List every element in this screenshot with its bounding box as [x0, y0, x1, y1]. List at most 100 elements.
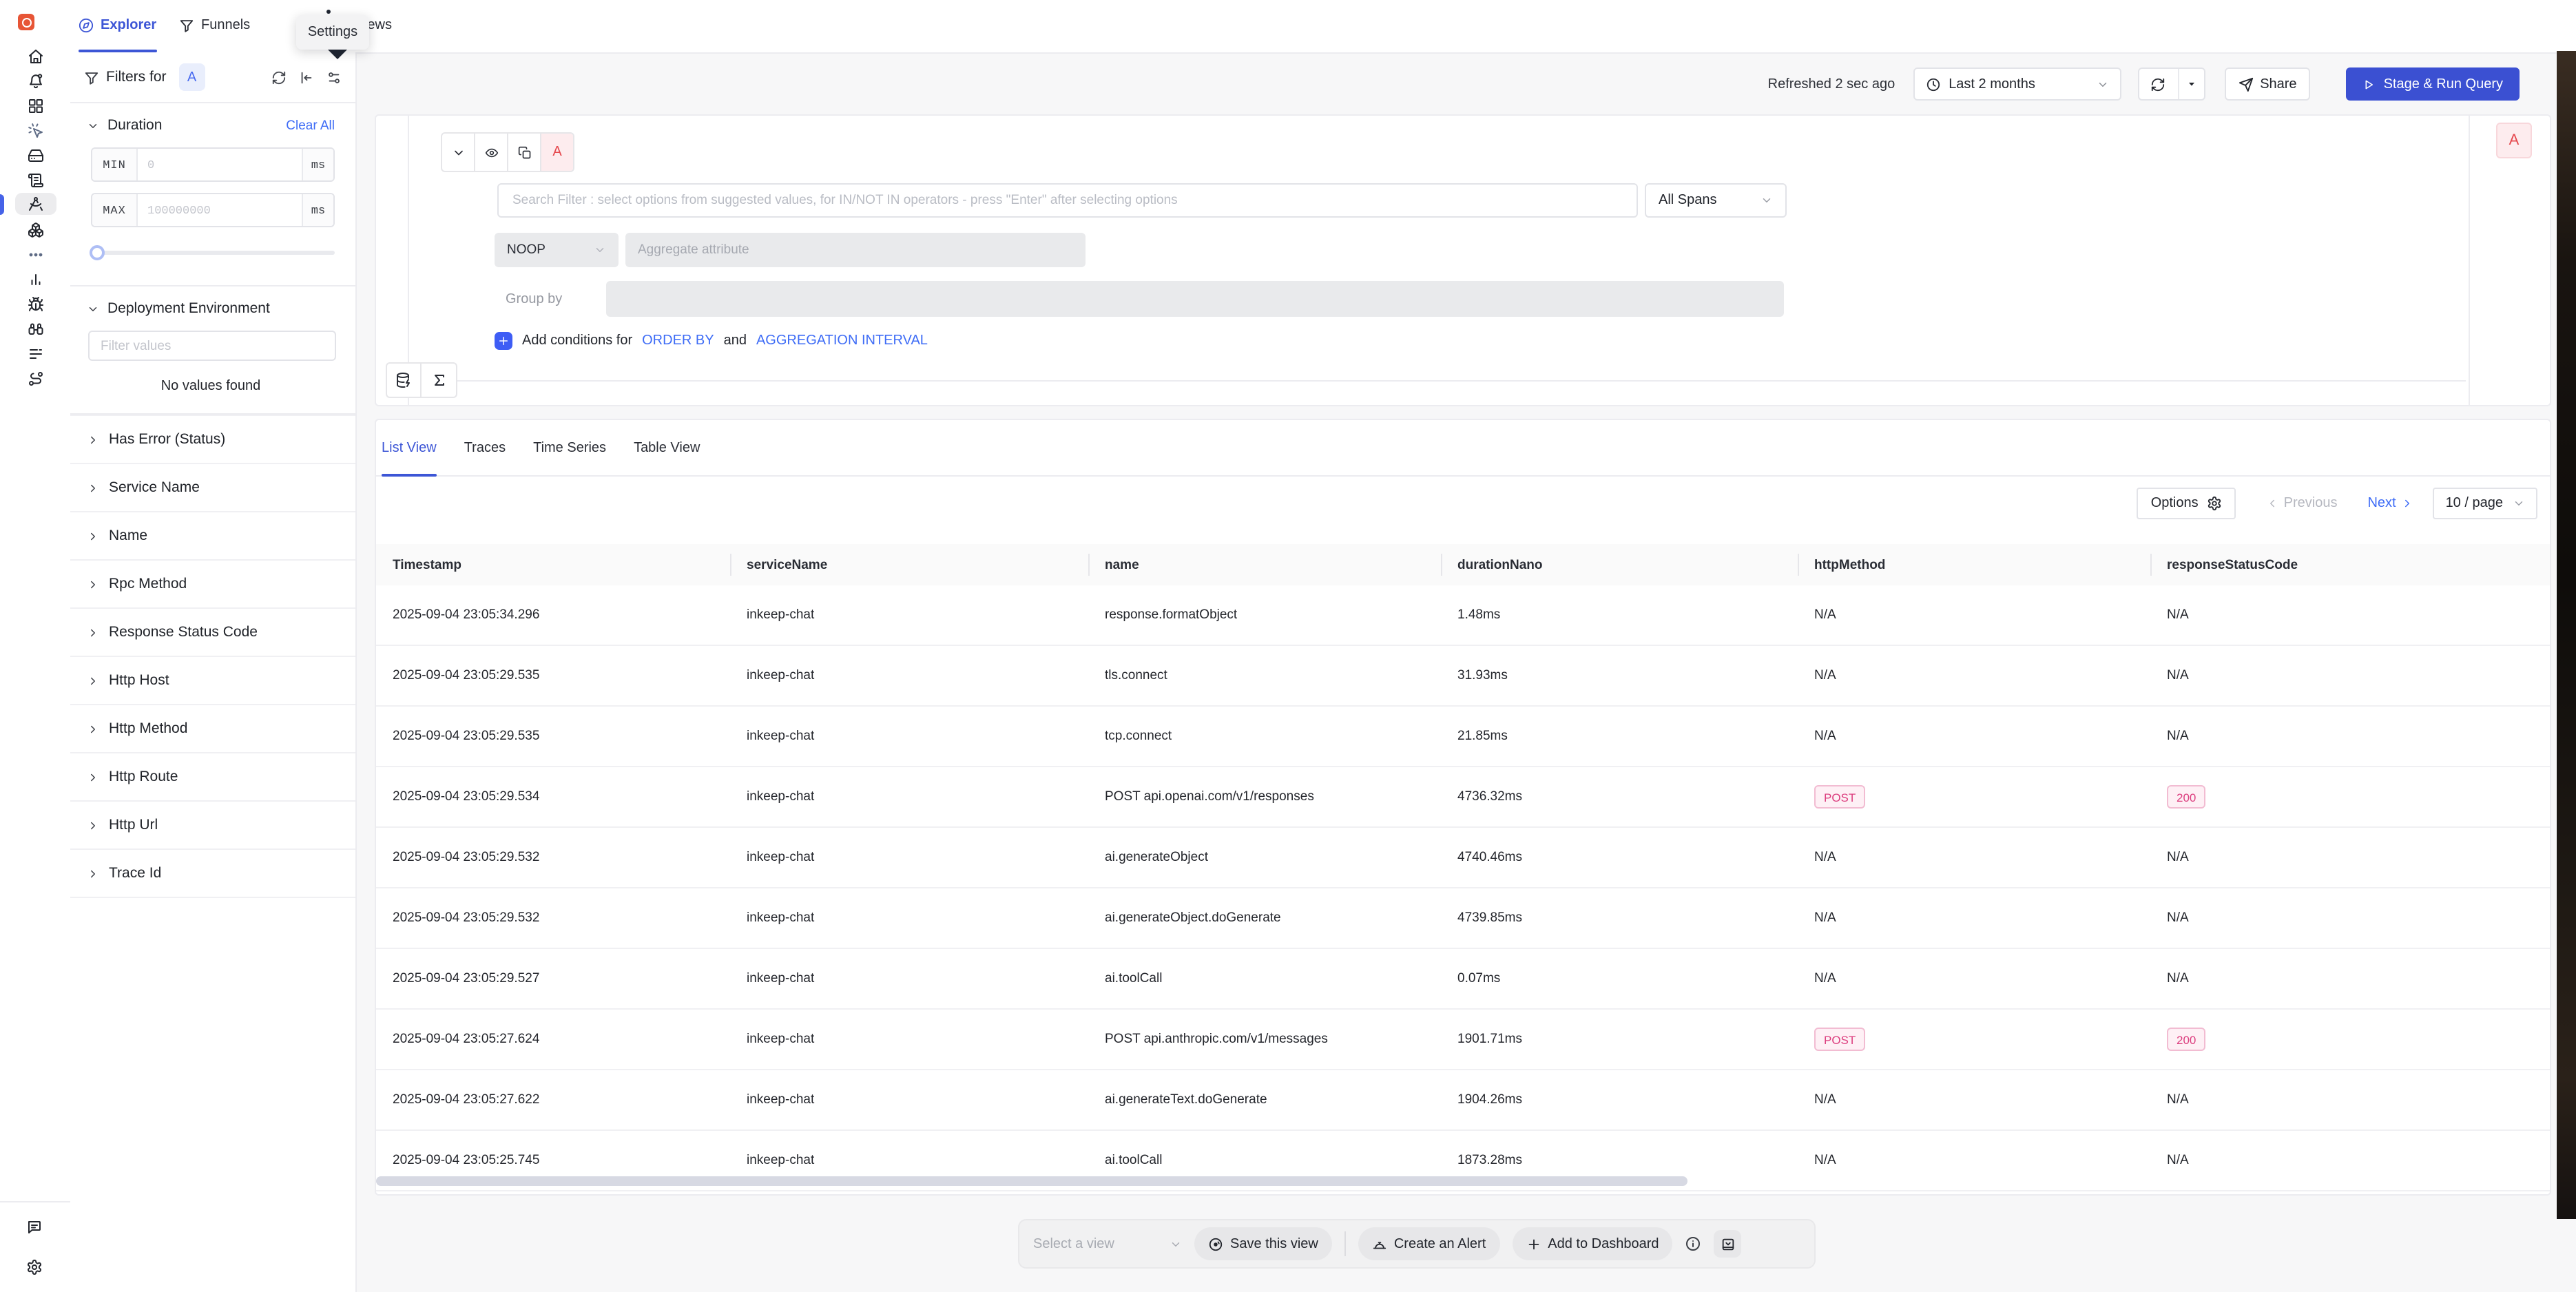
result-tab-list-view[interactable]: List View	[382, 420, 437, 477]
add-query-button[interactable]	[386, 362, 422, 398]
aggregate-operator-select[interactable]: NOOP	[495, 233, 619, 267]
create-alert-button[interactable]: Create an Alert	[1358, 1227, 1500, 1260]
export-panel-button[interactable]	[1714, 1230, 1742, 1258]
refresh-menu-button[interactable]	[2179, 69, 2203, 99]
deployment-section-label: Deployment Environment	[107, 300, 270, 317]
support-chat-icon[interactable]	[26, 1219, 43, 1236]
filter-section-trace-id[interactable]: Trace Id	[70, 848, 355, 898]
duration-min-input[interactable]	[138, 149, 302, 180]
collapse-panel-icon[interactable]	[299, 70, 314, 85]
group-by-input[interactable]	[606, 281, 1784, 317]
sidebar-item-traces-compass[interactable]	[14, 193, 56, 215]
duration-max-input[interactable]	[138, 194, 302, 226]
span-scope-select[interactable]: All Spans	[1645, 183, 1787, 218]
result-tab-traces[interactable]: Traces	[464, 440, 506, 455]
filter-section-http-url[interactable]: Http Url	[70, 800, 355, 848]
filters-query-chip[interactable]: A	[178, 63, 205, 91]
search-filter-input[interactable]	[497, 183, 1638, 218]
filter-section-service-name[interactable]: Service Name	[70, 463, 355, 511]
table-row[interactable]: 2025-09-04 23:05:29.532 inkeep-chat ai.gen…	[376, 828, 2550, 888]
refresh-button[interactable]	[2139, 69, 2179, 99]
stage-run-query-button[interactable]: Stage & Run Query	[2346, 67, 2520, 101]
filter-section-http-route[interactable]: Http Route	[70, 752, 355, 800]
table-row[interactable]: 2025-09-04 23:05:29.535 inkeep-chat tcp.co…	[376, 707, 2550, 767]
signoz-logo-icon[interactable]	[18, 14, 34, 30]
table-cell: tcp.connect	[1105, 729, 1172, 744]
refresh-split-button	[2137, 67, 2205, 101]
aggregation-interval-link[interactable]: AGGREGATION INTERVAL	[756, 333, 928, 348]
sidebar-item-messaging-queues-boxes[interactable]	[27, 220, 43, 238]
result-tab-table-view[interactable]: Table View	[634, 440, 700, 455]
slider-handle[interactable]	[90, 245, 105, 260]
table-row[interactable]: 2025-09-04 23:05:29.532 inkeep-chat ai.gen…	[376, 888, 2550, 949]
tab-explorer[interactable]: Explorer	[79, 0, 157, 52]
sidebar-item-alerts-bell[interactable]	[27, 72, 43, 89]
table-row[interactable]: 2025-09-04 23:05:29.534 inkeep-chat POST a…	[376, 767, 2550, 828]
query-result-badge[interactable]: A	[2496, 123, 2532, 158]
sidebar-item-integrations-route[interactable]	[27, 369, 43, 386]
slider-track[interactable]	[91, 251, 335, 255]
filter-section-http-method[interactable]: Http Method	[70, 704, 355, 752]
info-icon[interactable]	[1685, 1236, 1702, 1252]
clear-all-link[interactable]: Clear All	[286, 118, 335, 133]
create-alert-label: Create an Alert	[1393, 1236, 1486, 1251]
settings-gear-icon[interactable]	[26, 1259, 43, 1275]
chevron-down-icon[interactable]	[87, 119, 99, 132]
chevron-down-icon[interactable]	[87, 302, 99, 315]
collapse-query-button[interactable]	[442, 134, 475, 171]
table-row[interactable]: 2025-09-04 23:05:29.527 inkeep-chat ai.too…	[376, 949, 2550, 1010]
page-size-value: 10 / page	[2445, 496, 2503, 511]
sidebar-item-home[interactable]	[27, 47, 43, 63]
chevron-right-icon	[87, 433, 99, 446]
filter-section-name[interactable]: Name	[70, 511, 355, 559]
sidebar-item-metrics-bar-chart[interactable]	[27, 270, 43, 286]
table-row[interactable]: 2025-09-04 23:05:27.624 inkeep-chat POST a…	[376, 1010, 2550, 1070]
filter-section-response-status-code[interactable]: Response Status Code	[70, 607, 355, 656]
table-row[interactable]: 2025-09-04 23:05:29.535 inkeep-chat tls.co…	[376, 646, 2550, 707]
query-label-badge[interactable]: A	[541, 134, 573, 171]
sidebar-item-service-map-binoculars[interactable]	[27, 320, 43, 336]
filter-settings-icon[interactable]	[326, 70, 342, 85]
table-cell: N/A	[2167, 1153, 2189, 1168]
order-by-link[interactable]: ORDER BY	[642, 333, 714, 348]
filter-section-rpc-method[interactable]: Rpc Method	[70, 559, 355, 607]
sidebar-item-exceptions-bug[interactable]	[27, 295, 43, 311]
sidebar-item-get-started-pointer[interactable]	[27, 121, 43, 138]
add-to-dashboard-button[interactable]: Add to Dashboard	[1512, 1227, 1673, 1260]
time-range-select[interactable]: Last 2 months	[1913, 67, 2121, 101]
sync-filters-icon[interactable]	[271, 70, 287, 85]
next-page-button[interactable]: Next	[2367, 496, 2413, 511]
page-size-select[interactable]: 10 / page	[2433, 488, 2537, 519]
table-row[interactable]: 2025-09-04 23:05:25.745 inkeep-chat ai.too…	[376, 1131, 2550, 1191]
table-cell: N/A	[1814, 1092, 1836, 1107]
filter-section-has-error-status[interactable]: Has Error (Status)	[70, 415, 355, 463]
sidebar-item-pipelines-list[interactable]	[27, 344, 43, 361]
sidebar-item-infrastructure-drive[interactable]	[27, 146, 43, 163]
chevron-right-icon	[2402, 497, 2414, 510]
sidebar-item-more-ellipsis[interactable]	[27, 245, 43, 262]
table-row[interactable]: 2025-09-04 23:05:34.296 inkeep-chat respon…	[376, 585, 2550, 646]
tab-funnels[interactable]: Funnels	[179, 0, 250, 51]
toggle-visibility-button[interactable]	[475, 134, 508, 171]
chevron-right-icon	[87, 674, 99, 687]
sidebar-item-dashboards-grid[interactable]	[27, 96, 43, 113]
filter-section-http-host[interactable]: Http Host	[70, 656, 355, 704]
save-view-button[interactable]: Save this view	[1194, 1227, 1332, 1260]
share-button[interactable]: Share	[2224, 67, 2311, 101]
duration-section-label: Duration	[107, 117, 163, 134]
options-button[interactable]: Options	[2137, 488, 2236, 519]
clone-query-button[interactable]	[508, 134, 541, 171]
filter-icon	[84, 70, 99, 85]
deployment-filter-input[interactable]	[88, 331, 336, 361]
conditions-prefix: Add conditions for	[522, 333, 633, 348]
horizontal-scrollbar[interactable]	[376, 1176, 1687, 1186]
add-condition-button[interactable]	[495, 332, 512, 350]
window-scrollbar-strip[interactable]	[2557, 51, 2576, 1219]
add-formula-button[interactable]	[422, 362, 457, 398]
result-tab-time-series[interactable]: Time Series	[533, 440, 607, 455]
previous-page-button[interactable]: Previous	[2266, 496, 2337, 511]
select-view-dropdown[interactable]: Select a view	[1033, 1236, 1182, 1251]
max-label: MAX	[92, 194, 138, 226]
sidebar-item-logs-scroll[interactable]	[27, 171, 43, 187]
table-row[interactable]: 2025-09-04 23:05:27.622 inkeep-chat ai.gen…	[376, 1070, 2550, 1131]
